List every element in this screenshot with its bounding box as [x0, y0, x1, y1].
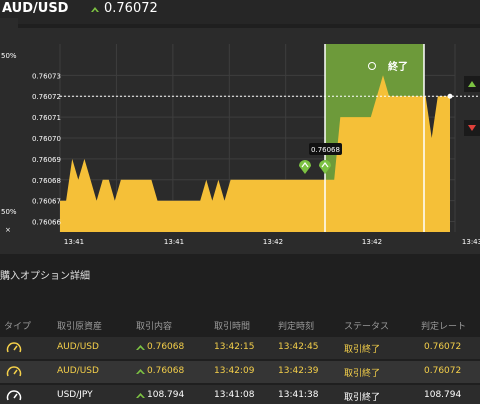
low-arrow-icon — [468, 125, 476, 131]
th-time: 取引時間 — [214, 322, 251, 332]
cell-status: 取引終了 — [344, 369, 381, 379]
y-tick-label: 0.76073 — [32, 72, 61, 80]
entry-tooltip — [309, 143, 342, 155]
y-tick-label: 0.76069 — [32, 156, 61, 164]
y-tick-label: 0.76067 — [32, 198, 61, 206]
x-tick-label: 13:42 — [362, 238, 382, 246]
cell-time: 13:42:15 — [214, 342, 255, 352]
y-tick-label: 0.76070 — [32, 135, 61, 143]
table-row[interactable]: AUD/USD 0.76068 13:42:09 13:42:39 取引終了 0… — [0, 361, 480, 383]
th-content: 取引内容 — [136, 322, 173, 332]
y-tick-label: 0.76068 — [32, 177, 61, 185]
entry-tooltip-label: 0.76068 — [311, 146, 340, 154]
entry-marker-icon — [299, 160, 311, 174]
pair-title: AUD/USD — [2, 1, 69, 16]
table-row[interactable]: USD/JPY 108.794 13:41:08 13:41:38 取引終了 1… — [0, 385, 480, 404]
table-row[interactable]: AUD/USD 0.76068 13:42:15 13:42:45 取引終了 0… — [0, 337, 480, 359]
y-tick-label: 0.76066 — [32, 219, 61, 227]
end-zone-label: 終了 — [388, 60, 408, 73]
sentiment-bottom-pct: 50% — [1, 208, 17, 216]
cell-asset: USD/JPY — [57, 390, 93, 400]
cell-rate: 0.76072 — [424, 366, 462, 376]
cell-asset: AUD/USD — [57, 342, 99, 352]
high-low-type-icon — [6, 390, 22, 401]
cell-content: 0.76068 — [147, 342, 185, 352]
high-low-type-icon — [6, 342, 22, 353]
sentiment-top-pct: 50% — [1, 52, 17, 60]
x-tick-label: 13:41 — [164, 238, 184, 246]
section-title: 購入オプション詳細 — [0, 271, 90, 282]
up-arrow-icon — [136, 369, 145, 374]
header-bar: AUD/USD 0.76072 — [0, 0, 480, 24]
price-area — [60, 75, 450, 232]
x-tick-label: 13:42 — [263, 238, 283, 246]
chart-canvas[interactable]: 終了 0.76073 0.76072 0.76071 0.76070 0.76069 0.7… — [0, 28, 480, 254]
entry-arrow-icon — [321, 162, 329, 168]
th-type: タイプ — [4, 322, 32, 332]
current-rate-dot — [447, 93, 453, 99]
high-arrow-icon — [468, 81, 476, 87]
sentiment-bar: 50% 50% × — [0, 18, 18, 238]
x-tick-label: 13:41 — [64, 238, 84, 246]
up-arrow-icon — [136, 345, 145, 350]
cell-asset: AUD/USD — [57, 366, 99, 376]
entry-arrow-icon — [301, 162, 309, 168]
cell-judge: 13:41:38 — [278, 390, 319, 400]
cell-content: 108.794 — [147, 390, 185, 400]
up-arrow-icon — [91, 7, 99, 12]
cell-judge: 13:42:45 — [278, 342, 319, 352]
y-tick-label: 0.76071 — [32, 114, 61, 122]
cell-time: 13:41:08 — [214, 390, 255, 400]
th-status: ステータス — [344, 322, 390, 332]
th-judge: 判定時刻 — [278, 322, 315, 332]
high-low-type-icon — [6, 366, 22, 377]
y-tick-label: 0.76072 — [32, 93, 61, 101]
cell-status: 取引終了 — [344, 345, 381, 355]
cell-content: 0.76068 — [147, 366, 185, 376]
table-header: タイプ 取引原資産 取引内容 取引時間 判定時刻 ステータス 判定レート — [0, 313, 480, 335]
clock-icon — [368, 62, 376, 70]
x-tick-label: 13:43 — [462, 238, 480, 246]
up-arrow-icon — [136, 393, 145, 398]
cell-judge: 13:42:39 — [278, 366, 319, 376]
close-icon[interactable]: × — [5, 226, 11, 234]
th-rate: 判定レート — [421, 322, 467, 332]
cell-rate: 0.76072 — [424, 342, 462, 352]
current-rate: 0.76072 — [104, 1, 158, 16]
entry-marker-icon — [319, 160, 331, 174]
cell-time: 13:42:09 — [214, 366, 255, 376]
cell-status: 取引終了 — [344, 393, 381, 403]
cell-rate: 108.794 — [424, 390, 462, 400]
price-chart[interactable]: 終了 0.76073 0.76072 0.76071 0.76070 0.76069 0.7… — [0, 28, 480, 254]
th-asset: 取引原資産 — [57, 322, 103, 332]
